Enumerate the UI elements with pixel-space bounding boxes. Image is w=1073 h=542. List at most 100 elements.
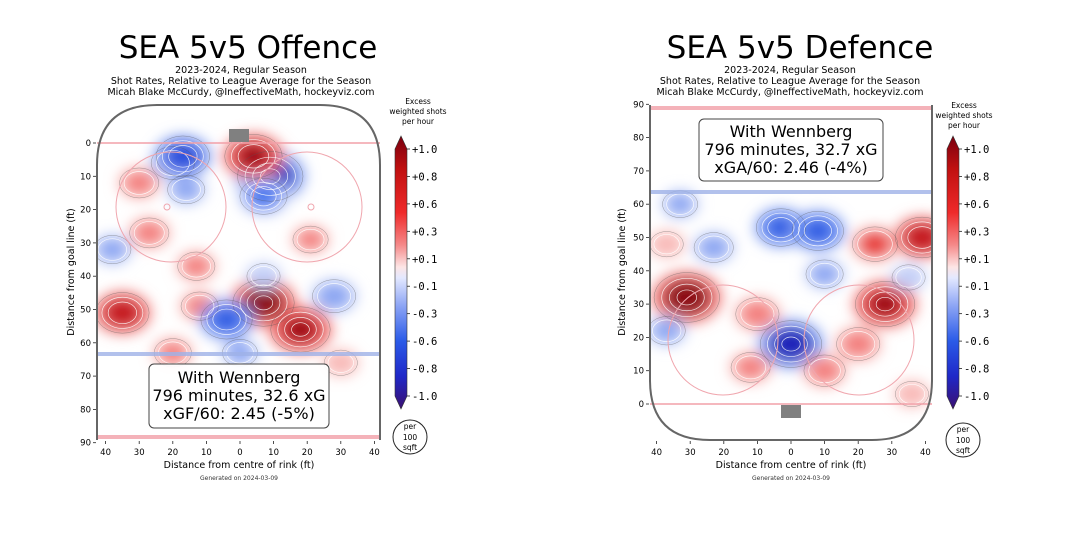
defence-hotspot <box>811 263 838 285</box>
offence-y-tick-label: 90 <box>80 439 91 449</box>
defence-y-tick-label: 60 <box>633 200 644 210</box>
offence-contour-line <box>212 308 241 331</box>
defence-y-tick-label: 80 <box>633 134 644 144</box>
defence-y-tick-label: 90 <box>633 100 644 110</box>
defence-y-tick-label: 20 <box>633 333 644 343</box>
defence-y-tick-label: 10 <box>633 367 644 377</box>
defence-hotspot-core <box>874 295 896 313</box>
defence-contour-line <box>653 234 680 255</box>
offence-y-tick-label: 70 <box>80 372 91 382</box>
offence-contour-line <box>292 225 329 254</box>
defence-contour-line <box>836 327 881 361</box>
defence-y-tick-label: 50 <box>633 234 644 244</box>
defence-contour-line <box>791 211 844 251</box>
defence-unit-line3: sqft <box>956 446 970 455</box>
offence-contour-line <box>312 279 357 313</box>
defence-hotspot <box>736 356 765 379</box>
defence-panel: SEA 5v5 Defence 2023-2024, Regular Seaso… <box>617 30 993 482</box>
defence-contour-line <box>875 296 895 312</box>
offence-subtitle-season: 2023-2024, Regular Season <box>175 65 307 76</box>
defence-colorbar-tick-label: -1.0 <box>964 391 989 403</box>
offence-contour-line <box>162 140 204 173</box>
offence-colorbar-tick-label: -0.8 <box>412 364 437 376</box>
defence-contour-line <box>861 286 909 322</box>
offence-colorbar-tick-label: -0.6 <box>412 336 437 348</box>
defence-contour-line <box>735 355 767 380</box>
offence-colorbar-tick-label: +0.8 <box>412 171 437 183</box>
offence-subtitle-description: Shot Rates, Relative to League Average f… <box>111 76 371 87</box>
offence-boards <box>96 104 381 440</box>
offence-contour-line <box>253 295 274 311</box>
defence-colorbar: Excess weighted shots per hour +1.0 +0.8 +… <box>935 101 993 410</box>
offence-hotspot <box>183 255 210 277</box>
offence-hotspot-core <box>243 148 264 165</box>
offence-hotspot <box>99 239 126 260</box>
defence-x-tick-label: 40 <box>920 448 931 458</box>
defence-y-tick-label: 30 <box>633 300 644 310</box>
offence-unit-badge: per 100 sqft <box>392 419 428 455</box>
offence-contour-line <box>232 279 295 327</box>
defence-contour-line <box>852 226 898 262</box>
defence-rink-markings <box>649 105 933 441</box>
defence-contour-line <box>805 259 844 289</box>
defence-y-tick-label: 40 <box>633 267 644 277</box>
offence-colorbar-tick-label: +0.6 <box>412 199 437 211</box>
defence-contour-line <box>855 281 916 328</box>
offence-y-tick-label: 10 <box>80 172 91 182</box>
offence-contour-line <box>291 322 310 337</box>
offence-y-tick-label: 40 <box>80 272 91 282</box>
offence-contour-line <box>284 317 317 342</box>
offence-contour-line <box>133 221 165 245</box>
offence-hotspot <box>125 172 154 194</box>
offence-x-tick-label: 20 <box>167 448 178 458</box>
defence-annotation-line3: xGA/60: 2.46 (-4%) <box>714 158 867 177</box>
defence-contour-line <box>895 216 932 259</box>
defence-colorbar-tick-label: +0.1 <box>964 254 989 266</box>
offence-panel: SEA 5v5 Offence 2023-2024, Regular Seaso… <box>66 30 447 482</box>
defence-subtitle-description: Shot Rates, Relative to League Average f… <box>660 76 920 87</box>
offence-axes: 0 10 20 30 40 50 60 70 80 90 40 30 20 10 0 10 20 30 40 <box>80 139 380 458</box>
defence-hotspot <box>654 234 679 254</box>
defence-x-axis-label: Distance from centre of rink (ft) <box>716 460 867 471</box>
defence-hotspot <box>842 332 874 357</box>
offence-colorbar-tick-label: +0.1 <box>412 254 437 266</box>
offence-colorbar: Excess weighted shots per hour +1.0 +0.8 +… <box>389 97 447 410</box>
offence-y-axis-label: Distance from goal line (ft) <box>66 208 77 336</box>
offence-hotspot-core <box>112 305 132 321</box>
offence-x-axis-label: Distance from centre of rink (ft) <box>164 460 315 471</box>
defence-contour-line <box>755 208 806 247</box>
offence-contour-line <box>97 292 150 334</box>
offence-contour-line <box>224 134 283 179</box>
offence-colorbar-tick-label: -0.3 <box>412 309 437 321</box>
offence-y-tick-label: 60 <box>80 339 91 349</box>
offence-x-tick-label: 20 <box>302 448 313 458</box>
defence-title: SEA 5v5 Defence <box>667 30 934 66</box>
offence-y-tick-label: 30 <box>80 239 91 249</box>
defence-colorbar-tick-label: +0.6 <box>964 199 989 211</box>
offence-contour-line <box>185 294 215 318</box>
offence-contour-line <box>250 186 277 207</box>
defence-contour-line <box>740 301 775 328</box>
defence-footer: Generated on 2024-03-09 <box>752 475 830 482</box>
defence-hotspot <box>900 384 924 404</box>
defence-unit-badge: per 100 sqft <box>945 422 981 458</box>
offence-colorbar-tick-label: +0.3 <box>412 226 437 238</box>
defence-colorbar-tick-label: +1.0 <box>964 144 989 156</box>
offence-x-tick-label: 40 <box>369 448 380 458</box>
defence-x-tick-label: 20 <box>853 448 864 458</box>
defence-contour-line <box>857 230 893 258</box>
defence-contour-line <box>774 331 808 357</box>
offence-colorbar-label-line2: weighted shots <box>389 107 446 116</box>
offence-rink-markings <box>96 104 381 440</box>
offence-contour-line <box>107 301 137 325</box>
defence-contour-line <box>767 217 795 238</box>
defence-x-tick-label: 10 <box>819 448 830 458</box>
offence-unit-line2: 100 <box>403 433 418 442</box>
offence-contour-line <box>231 139 276 174</box>
defence-colorbar-tick-label: -0.3 <box>964 309 989 321</box>
offence-contour-line <box>119 167 160 199</box>
offence-annotation-line1: With Wennberg <box>178 368 301 387</box>
defence-colorbar-tick-label: +0.8 <box>964 171 989 183</box>
defence-contour-line <box>761 212 801 243</box>
offence-contour-line <box>250 266 277 287</box>
